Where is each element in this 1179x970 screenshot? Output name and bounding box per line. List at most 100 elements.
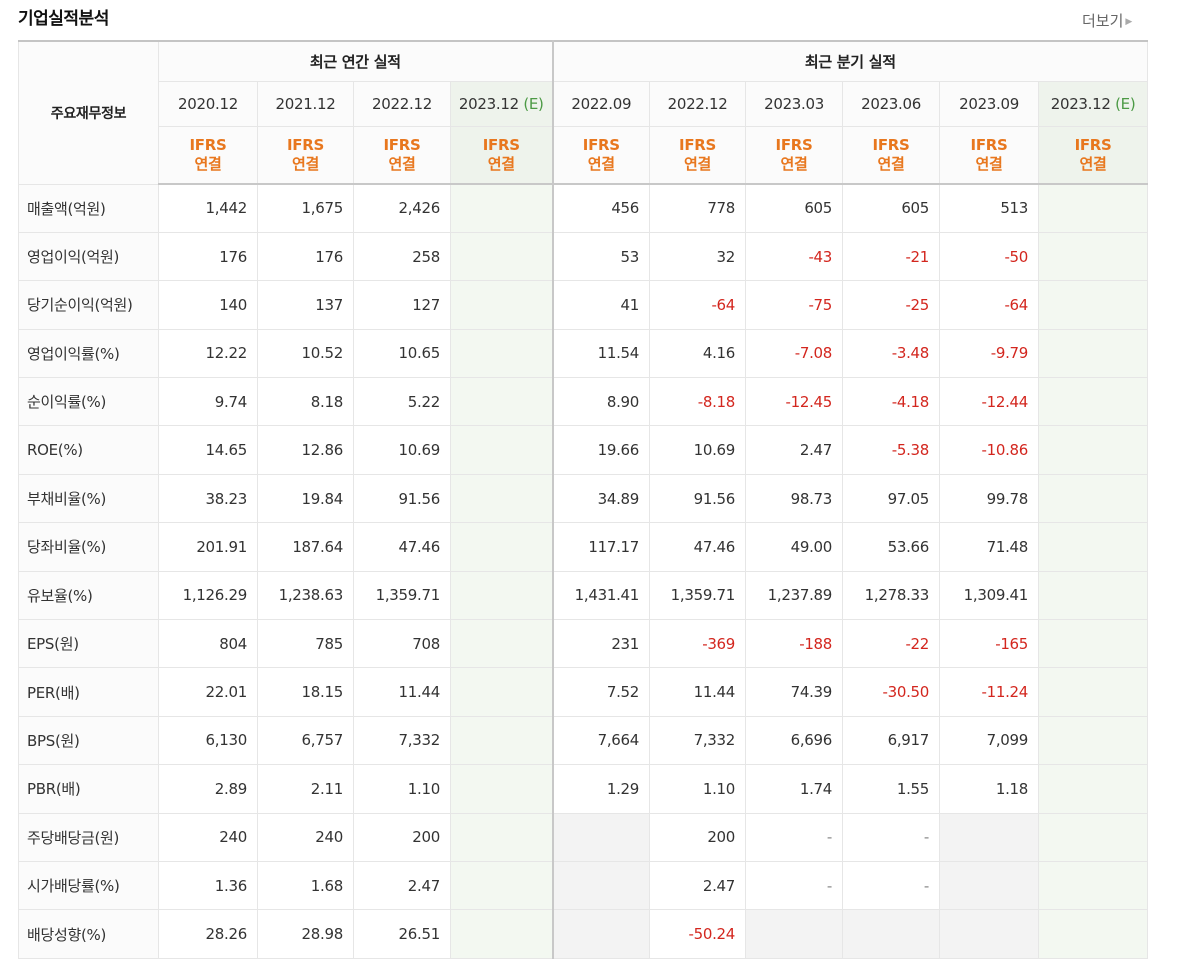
ifrs-label: IFRS xyxy=(775,135,813,154)
table-row: 유보율(%) 1,126.29 1,238.63 1,359.71 1,431.41 1,… xyxy=(18,570,1149,621)
row-label: BPS(원) xyxy=(18,715,159,766)
consolidated-label: 연결 xyxy=(877,154,905,173)
table-row: 영업이익(억원) 176 176 258 53 32 -43 -21 -50 xyxy=(18,231,1149,282)
consolidated-label: 연결 xyxy=(194,154,222,173)
table-cell: 1,675 xyxy=(257,183,354,233)
table-cell: 2.47 xyxy=(353,860,451,911)
table-cell: 1.55 xyxy=(842,764,941,814)
table-cell xyxy=(449,473,554,524)
table-cell: 10.52 xyxy=(257,328,354,379)
table-row: 부채비율(%) 38.23 19.84 91.56 34.89 91.56 98.73 97.… xyxy=(18,473,1149,524)
row-label: EPS(원) xyxy=(18,619,159,669)
table-cell: 200 xyxy=(353,812,451,862)
table-cell: 34.89 xyxy=(551,473,651,524)
table-row: 영업이익률(%) 12.22 10.52 10.65 11.54 4.16 -7.08 -3.… xyxy=(18,328,1149,379)
table-cell xyxy=(449,280,554,330)
table-cell: 91.56 xyxy=(649,473,747,524)
ifrs-header: IFRS 연결 xyxy=(745,125,844,185)
table-row: 시가배당률(%) 1.36 1.68 2.47 2.47- - xyxy=(18,860,1149,911)
table-cell: -50.24 xyxy=(649,909,747,959)
table-cell xyxy=(1038,764,1149,814)
table-cell xyxy=(1038,570,1149,621)
row-label: 영업이익(억원) xyxy=(18,231,159,282)
table-cell: -64 xyxy=(649,280,747,330)
table-cell: 2.89 xyxy=(158,764,258,814)
consolidated-label: 연결 xyxy=(1079,154,1107,173)
row-label: 영업이익률(%) xyxy=(18,328,159,379)
table-cell: 187.64 xyxy=(257,522,354,572)
period-header: 2020.12 xyxy=(158,80,258,127)
table-cell: 6,696 xyxy=(745,715,844,766)
table-cell: 1.10 xyxy=(649,764,747,814)
consolidated-label: 연결 xyxy=(487,154,515,173)
table-cell: 7.52 xyxy=(551,667,651,717)
estimate-marker: (E) xyxy=(1115,94,1136,113)
consolidated-label: 연결 xyxy=(388,154,416,173)
table-cell: 2.11 xyxy=(257,764,354,814)
table-cell: 258 xyxy=(353,231,451,282)
table-cell: 708 xyxy=(353,619,451,669)
table-cell: 5.22 xyxy=(353,377,451,427)
table-cell: 1,431.41 xyxy=(551,570,651,621)
more-link-label: 더보기 xyxy=(1082,12,1124,30)
table-cell: - xyxy=(745,860,844,911)
table-cell xyxy=(1038,473,1149,524)
table-row: 주당배당금(원) 240 240 200 200- - xyxy=(18,812,1149,862)
period-label: 2021.12 xyxy=(275,94,336,113)
period-header: 2021.12 xyxy=(257,80,354,127)
table-cell xyxy=(1038,715,1149,766)
table-row: 순이익률(%) 9.74 8.18 5.22 8.90 -8.18 -12.45 -4.18-… xyxy=(18,377,1149,427)
ifrs-label: IFRS xyxy=(679,135,717,154)
table-cell xyxy=(449,183,554,233)
row-label: 유보율(%) xyxy=(18,570,159,621)
ifrs-header: IFRS 연결 xyxy=(649,125,747,185)
row-label: ROE(%) xyxy=(18,425,159,475)
table-cell: -12.45 xyxy=(745,377,844,427)
table-cell: 26.51 xyxy=(353,909,451,959)
ifrs-label: IFRS xyxy=(287,135,324,154)
table-cell xyxy=(1038,667,1149,717)
period-label: 2022.12 xyxy=(372,94,432,113)
row-label: 매출액(억원) xyxy=(18,183,159,233)
table-cell: 12.22 xyxy=(158,328,258,379)
table-row: 매출액(억원) 1,442 1,675 2,426 456 778 605 605 513 xyxy=(18,183,1149,233)
table-cell: 1,309.41 xyxy=(939,570,1040,621)
table-cell: 10.69 xyxy=(353,425,451,475)
table-cell xyxy=(551,909,651,959)
corner-header: 주요재무정보 xyxy=(18,40,159,185)
table-cell: 7,099 xyxy=(939,715,1040,766)
table-cell: 22.01 xyxy=(158,667,258,717)
table-cell xyxy=(449,715,554,766)
table-cell: 4.16 xyxy=(649,328,747,379)
ifrs-header: IFRS 연결 xyxy=(1038,125,1149,185)
ifrs-header: IFRS 연결 xyxy=(353,125,451,185)
table-cell: 1,359.71 xyxy=(649,570,747,621)
table-cell xyxy=(551,860,651,911)
more-link[interactable]: 더보기 ▶ xyxy=(1082,10,1132,31)
table-cell: 6,130 xyxy=(158,715,258,766)
table-cell: -5.38 xyxy=(842,425,941,475)
table-cell xyxy=(1038,619,1149,669)
ifrs-header: IFRS 연결 xyxy=(449,125,554,185)
table-cell: 7,332 xyxy=(353,715,451,766)
table-cell: 41 xyxy=(551,280,651,330)
table-cell: 11.54 xyxy=(551,328,651,379)
table-cell: -50 xyxy=(939,231,1040,282)
period-header: 2023.12 (E) xyxy=(449,80,554,127)
table-cell: 778 xyxy=(649,183,747,233)
table-cell: -188 xyxy=(745,619,844,669)
period-label: 2022.09 xyxy=(571,94,632,113)
table-cell: 176 xyxy=(158,231,258,282)
table-cell: 1.29 xyxy=(551,764,651,814)
table-cell: 2,426 xyxy=(353,183,451,233)
table-cell xyxy=(449,764,554,814)
period-header: 2023.03 xyxy=(745,80,844,127)
table-cell: 513 xyxy=(939,183,1040,233)
table-cell: 1,278.33 xyxy=(842,570,941,621)
table-cell: 176 xyxy=(257,231,354,282)
table-cell: 91.56 xyxy=(353,473,451,524)
table-cell xyxy=(449,522,554,572)
table-cell xyxy=(939,812,1040,862)
ifrs-label: IFRS xyxy=(872,135,910,154)
table-cell xyxy=(449,570,554,621)
